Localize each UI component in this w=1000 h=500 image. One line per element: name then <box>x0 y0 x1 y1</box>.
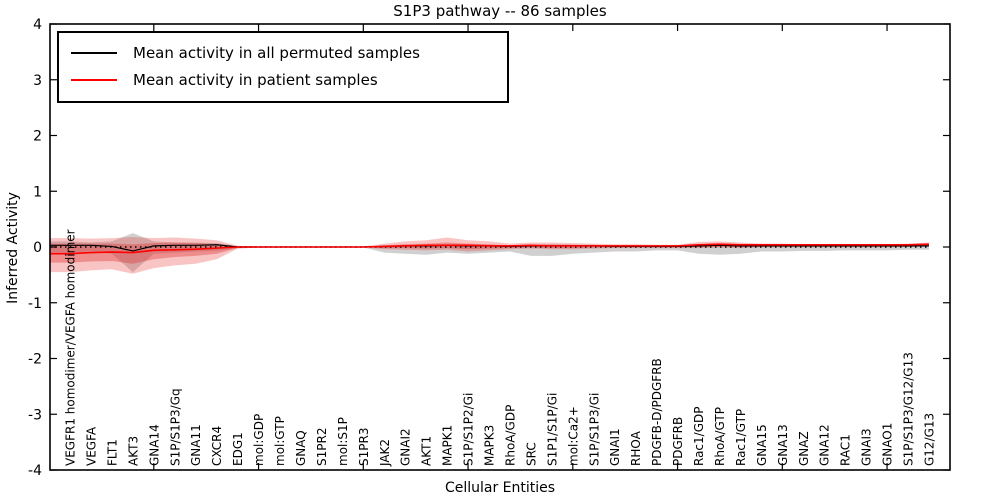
x-tick-label: PDGFB-D/PDGFRB <box>650 358 664 466</box>
patient-mean-line <box>50 243 929 255</box>
x-axis-label: Cellular Entities <box>444 480 556 496</box>
y-tick-label: -1 <box>28 296 42 312</box>
x-tick-label: EDG1 <box>231 432 245 466</box>
y-tick-label: -2 <box>28 352 42 368</box>
x-tick-label: SRC <box>524 442 538 466</box>
x-tick-label: mol:GTP <box>273 416 287 466</box>
x-tick-label: S1P/S1P3/G12/G13 <box>902 352 916 466</box>
x-tick-label: GNAO1 <box>881 423 895 466</box>
x-tick-label: PDGFRB <box>671 417 685 466</box>
patient-confidence-band-inner <box>50 242 929 264</box>
x-tick-label: mol:S1P <box>336 417 350 466</box>
y-tick-label: -4 <box>28 463 42 479</box>
x-tick-label: S1PR2 <box>315 428 329 466</box>
x-tick-label: VEGFR1 homodimer/VEGFA homodimer <box>64 229 78 466</box>
legend-line-sample-patient <box>71 78 117 81</box>
x-tick-label: GNA15 <box>755 424 769 466</box>
y-tick-label: 1 <box>33 184 42 200</box>
x-tick-label: RAC1 <box>839 434 853 466</box>
x-tick-label: GNAI1 <box>608 428 622 466</box>
x-tick-label: GNA12 <box>818 424 832 466</box>
x-tick-label: S1PR3 <box>357 428 371 466</box>
x-tick-label: JAK2 <box>378 439 392 467</box>
x-tick-label: GNAQ <box>294 430 308 466</box>
x-tick-label: mol:GDP <box>252 414 266 466</box>
x-tick-label: Rac1/GTP <box>734 409 748 466</box>
x-tick-label: S1P/S1P2/Gi <box>462 393 476 466</box>
legend-item-permuted: Mean activity in all permuted samples <box>59 39 507 66</box>
x-tick-label: GNAI2 <box>399 428 413 466</box>
y-tick-label: 0 <box>33 240 42 256</box>
x-tick-label: GNA14 <box>147 424 161 466</box>
x-tick-label: S1P/S1P3/Gi <box>587 393 601 466</box>
x-tick-label: G12/G13 <box>922 413 936 466</box>
x-tick-label: RhoA/GTP <box>713 407 727 466</box>
x-tick-label: RhoA/GDP <box>503 405 517 466</box>
x-tick-label: GNA11 <box>189 424 203 466</box>
x-tick-label: CXCR4 <box>210 426 224 466</box>
legend: Mean activity in all permuted samples Me… <box>57 31 509 103</box>
permuted-confidence-band <box>50 233 929 273</box>
chart-title: S1P3 pathway -- 86 samples <box>393 2 607 20</box>
legend-label-permuted: Mean activity in all permuted samples <box>133 43 420 62</box>
x-tick-label: Rac1/GDP <box>692 407 706 466</box>
legend-label-patient: Mean activity in patient samples <box>133 70 378 89</box>
legend-line-sample-permuted <box>71 51 117 54</box>
y-tick-label: 4 <box>33 17 42 33</box>
x-tick-label: mol:Ca2+ <box>566 406 580 466</box>
x-tick-label: AKT3 <box>126 436 140 466</box>
legend-item-patient: Mean activity in patient samples <box>59 66 507 93</box>
x-tick-label: GNA13 <box>776 424 790 466</box>
y-axis-label: Inferred Activity <box>5 192 21 304</box>
x-tick-label: MAPK1 <box>441 425 455 466</box>
x-tick-label: S1P1/S1P/Gi <box>545 393 559 466</box>
x-tick-label: FLT1 <box>105 439 119 466</box>
x-tick-label: AKT1 <box>420 436 434 466</box>
y-tick-label: -3 <box>28 407 42 423</box>
x-tick-label: GNAZ <box>797 431 811 466</box>
x-tick-label: GNAI3 <box>860 428 874 466</box>
x-tick-label: VEGFA <box>84 426 98 466</box>
x-tick-label: MAPK3 <box>483 425 497 466</box>
x-tick-label: RHOA <box>629 430 643 466</box>
y-tick-label: 3 <box>33 73 42 89</box>
y-tick-label: 2 <box>33 129 42 145</box>
x-tick-label: S1P/S1P3/Gq <box>168 388 182 466</box>
